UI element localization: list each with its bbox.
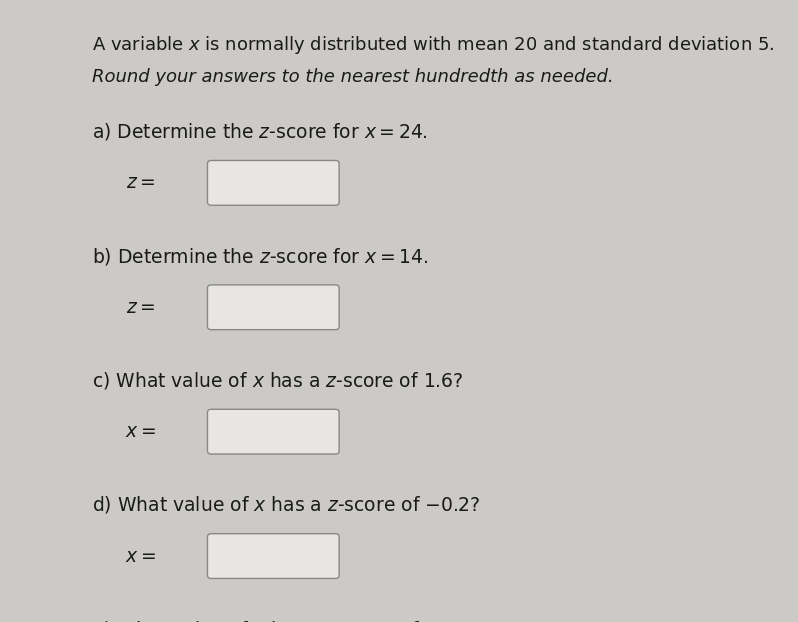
Text: A variable $x$ is normally distributed with mean 20 and standard deviation 5.: A variable $x$ is normally distributed w… — [92, 34, 774, 56]
Text: b) Determine the $z$-score for $x = 14.$: b) Determine the $z$-score for $x = 14.$ — [92, 246, 428, 267]
Text: d) What value of $x$ has a $z$-score of $-0.2$?: d) What value of $x$ has a $z$-score of … — [92, 494, 480, 516]
FancyBboxPatch shape — [207, 285, 339, 330]
Text: $z =$: $z =$ — [126, 298, 156, 317]
FancyBboxPatch shape — [207, 160, 339, 205]
FancyBboxPatch shape — [207, 409, 339, 454]
Text: c) What value of $x$ has a $z$-score of 1.6?: c) What value of $x$ has a $z$-score of … — [92, 370, 464, 391]
Text: $x =$: $x =$ — [124, 422, 156, 441]
Text: a) Determine the $z$-score for $x = 24.$: a) Determine the $z$-score for $x = 24.$ — [92, 121, 428, 142]
Text: e) What value of $x$ has a $z$-score of 0?: e) What value of $x$ has a $z$-score of … — [92, 619, 447, 622]
Text: Round your answers to the nearest hundredth as needed.: Round your answers to the nearest hundre… — [92, 68, 614, 86]
FancyBboxPatch shape — [207, 534, 339, 578]
Text: $x =$: $x =$ — [124, 547, 156, 565]
Text: $z =$: $z =$ — [126, 174, 156, 192]
